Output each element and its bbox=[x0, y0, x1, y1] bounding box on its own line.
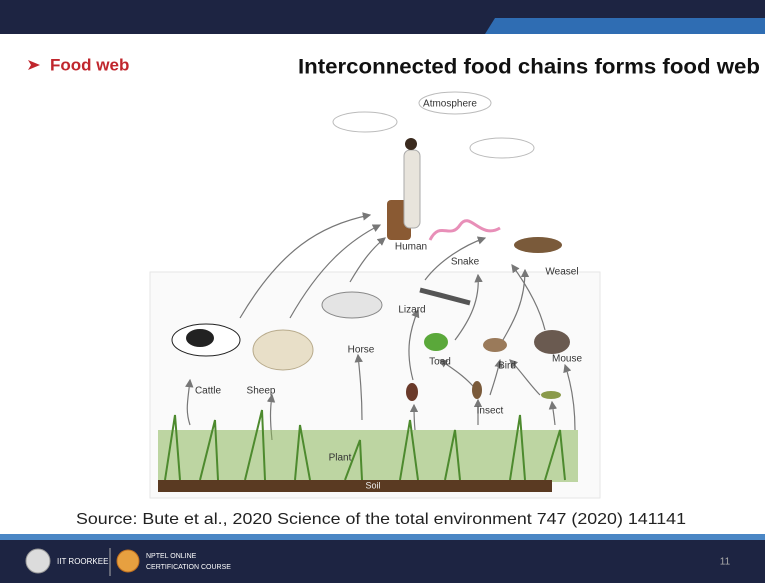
toad bbox=[424, 333, 448, 351]
arrow bbox=[499, 268, 530, 346]
human bbox=[403, 149, 421, 229]
label: Soil bbox=[365, 480, 380, 490]
horse bbox=[321, 291, 383, 319]
label: Bird bbox=[498, 361, 516, 372]
arrow bbox=[489, 358, 503, 396]
soil bbox=[158, 480, 552, 492]
arrow bbox=[354, 353, 363, 421]
footer-course-line1: NPTEL ONLINE bbox=[146, 553, 197, 560]
bullet-text: Food web bbox=[50, 55, 129, 74]
bird bbox=[483, 338, 507, 352]
cloud bbox=[418, 91, 492, 115]
insect bbox=[472, 381, 482, 399]
arrow bbox=[289, 224, 382, 319]
arrow bbox=[548, 400, 558, 426]
arrow bbox=[409, 403, 419, 431]
label: Toad bbox=[429, 357, 451, 368]
snake bbox=[428, 219, 501, 241]
arrow bbox=[511, 264, 546, 331]
source: Source: Bute et al., 2020 Science of the… bbox=[76, 511, 686, 528]
human-head bbox=[405, 138, 417, 150]
arrow bbox=[509, 359, 541, 396]
label: Horse bbox=[348, 345, 375, 356]
sheep bbox=[252, 329, 314, 371]
cloud bbox=[332, 111, 398, 133]
iit-logo bbox=[25, 548, 51, 574]
label: Snake bbox=[451, 257, 480, 268]
page-number: 11 bbox=[720, 557, 731, 568]
grass bbox=[158, 430, 578, 482]
food-web-diagram: Atmosphere Human Snake Weasel Lizard Cat… bbox=[149, 91, 601, 499]
heading: Interconnected food chains forms food we… bbox=[298, 56, 760, 79]
label: Cattle bbox=[195, 386, 222, 397]
label: Insect bbox=[477, 406, 504, 417]
bullet-arrow bbox=[28, 60, 40, 70]
beetle bbox=[406, 383, 418, 401]
label: Plant bbox=[329, 453, 352, 464]
arrow bbox=[454, 273, 483, 341]
arrow bbox=[239, 212, 372, 319]
label: Weasel bbox=[545, 267, 578, 278]
arrow bbox=[563, 363, 576, 431]
label: Atmosphere bbox=[423, 99, 477, 110]
label: Sheep bbox=[247, 386, 276, 397]
lizard bbox=[419, 287, 471, 306]
footer-institute: IIT ROORKEE bbox=[57, 557, 108, 566]
arrow bbox=[185, 378, 194, 426]
label: Mouse bbox=[552, 354, 582, 365]
nptel-logo bbox=[116, 549, 140, 573]
cloud bbox=[469, 137, 535, 159]
label: Lizard bbox=[398, 305, 425, 316]
grasshopper bbox=[541, 391, 561, 399]
arrow bbox=[408, 308, 420, 381]
grass-blades bbox=[164, 409, 566, 481]
footer-course-line2: CERTIFICATION COURSE bbox=[146, 564, 231, 571]
footer-band bbox=[0, 540, 765, 583]
label: Human bbox=[395, 242, 427, 253]
arrow bbox=[424, 236, 487, 281]
mouse bbox=[534, 330, 570, 354]
footer-accent bbox=[0, 534, 765, 540]
cattle-spot bbox=[186, 329, 214, 347]
weasel bbox=[514, 237, 562, 253]
arrow bbox=[349, 237, 386, 283]
top-accent bbox=[485, 18, 765, 34]
